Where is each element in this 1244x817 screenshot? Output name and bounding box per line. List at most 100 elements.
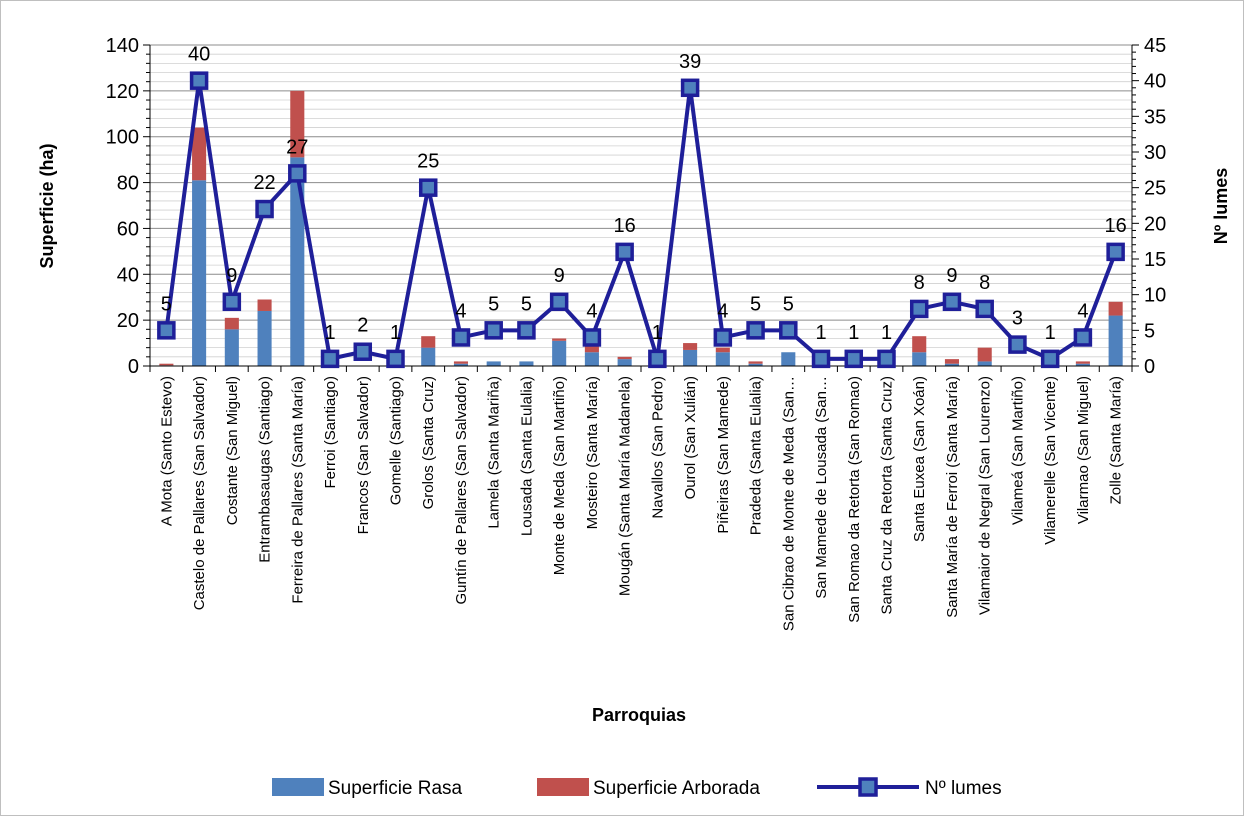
marker-nº-lumes <box>189 71 209 90</box>
category-label: Vilarmao (San Miguel) <box>1075 376 1092 524</box>
y-tick-label: 80 <box>117 173 139 195</box>
data-label-nº-lumes: 1 <box>815 322 826 344</box>
data-label-nº-lumes: 9 <box>946 265 957 287</box>
y2-tick-label: 45 <box>1144 35 1166 57</box>
marker-nº-lumes <box>975 299 994 319</box>
marker-nº-lumes <box>615 242 634 262</box>
marker-nº-lumes <box>713 328 733 347</box>
data-label-nº-lumes: 5 <box>750 293 761 315</box>
marker-nº-lumes <box>909 299 929 319</box>
y-axis-title: Superficie (ha) <box>37 143 57 268</box>
bar-superficie-rasa <box>421 347 436 366</box>
left-axis-ticks: 0 20 40 60 80 100 120 140 <box>106 35 139 378</box>
y2-tick-label: 25 <box>1144 178 1166 200</box>
bar-superficie-rasa <box>617 359 632 366</box>
bar-superficie-rasa <box>584 352 599 366</box>
category-label: Gomelle (Santiago) <box>388 376 405 505</box>
data-label-nº-lumes: 5 <box>521 293 532 315</box>
right-axis-ticks: 0 5 10 15 20 25 30 35 40 45 <box>1144 35 1166 378</box>
bar-superficie-rasa <box>977 361 992 366</box>
category-label: Francos (San Salvador) <box>355 376 372 534</box>
category-label: Mosteiro (Santa María) <box>584 376 601 529</box>
marker-nº-lumes <box>517 321 536 340</box>
bar-superficie-arborada <box>977 347 992 362</box>
bar-superficie-arborada <box>257 299 272 311</box>
data-label-nº-lumes: 1 <box>390 322 401 344</box>
bar-superficie-arborada <box>290 90 305 158</box>
bar-superficie-arborada <box>617 356 632 360</box>
data-label-nº-lumes: 2 <box>357 315 368 337</box>
bar-superficie-arborada <box>453 361 469 364</box>
bar-superficie-arborada <box>584 345 599 353</box>
category-label: Castelo de Pallares (San Salvador) <box>191 376 208 610</box>
category-label: A Mota (Santo Estevo) <box>158 376 175 526</box>
marker-nº-lumes <box>222 292 242 312</box>
y-tick-label: 120 <box>106 81 139 103</box>
x-axis-title: Parroquias <box>592 705 686 725</box>
bar-superficie-arborada <box>192 127 207 181</box>
y2-tick-label: 10 <box>1144 285 1166 307</box>
data-label-nº-lumes: 16 <box>1105 215 1127 237</box>
data-label-nº-lumes: 40 <box>188 44 210 66</box>
bar-superficie-arborada <box>421 336 436 348</box>
data-label-nº-lumes: 8 <box>914 272 925 294</box>
y-tick-label: 100 <box>106 127 139 149</box>
data-label-nº-lumes: 5 <box>488 293 499 315</box>
bar-superficie-rasa <box>453 363 469 366</box>
data-label-nº-lumes: 4 <box>717 300 728 322</box>
category-label: Santa Cruz da Retorta (Santa Cruz) <box>879 376 896 614</box>
bar-superficie-arborada <box>683 343 698 350</box>
marker-nº-lumes <box>1106 242 1125 262</box>
marker-nº-lumes <box>1073 328 1093 347</box>
bar-superficie-rasa <box>1075 363 1090 366</box>
data-label-nº-lumes: 9 <box>226 265 237 287</box>
y-tick-label: 0 <box>128 356 139 378</box>
category-label: Ourol (San Xulián) <box>682 376 699 499</box>
marker-nº-lumes <box>779 321 798 340</box>
bar-superficie-rasa <box>257 310 272 366</box>
y2-axis-title: Nº lumes <box>1211 168 1231 245</box>
bar-superficie-arborada <box>748 361 763 364</box>
data-label-nº-lumes: 5 <box>783 293 794 315</box>
category-label: Zolle (Santa María) <box>1108 376 1125 504</box>
category-label: Mougán (Santa María Madanela) <box>617 376 634 596</box>
legend-swatch-arborada <box>537 778 589 796</box>
bar-superficie-rasa <box>486 361 501 366</box>
category-label: Lousada (Santa Eulalia) <box>518 376 535 536</box>
category-label: Ferroi (Santiago) <box>322 376 339 489</box>
bar-superficie-rasa <box>683 349 698 366</box>
data-label-nº-lumes: 4 <box>586 300 597 322</box>
marker-nº-lumes <box>418 178 438 197</box>
data-label-nº-lumes: 5 <box>161 293 172 315</box>
bar-superficie-rasa <box>748 363 763 366</box>
marker-nº-lumes <box>484 321 503 340</box>
bar-superficie-rasa <box>912 352 927 366</box>
marker-nº-lumes <box>877 349 896 369</box>
category-label: Pradeda (Santa Eulalia) <box>748 376 765 535</box>
category-label: Vilamerelle (San Vicente) <box>1042 376 1059 545</box>
marker-nº-lumes <box>582 328 602 347</box>
data-label-nº-lumes: 8 <box>979 272 990 294</box>
line-nº-lumes <box>164 78 1118 361</box>
marker-nº-lumes <box>320 349 340 369</box>
axes <box>143 44 1139 372</box>
marker-nº-lumes <box>451 328 471 347</box>
bar-superficie-rasa <box>781 352 796 366</box>
y2-tick-label: 20 <box>1144 213 1166 235</box>
y-tick-label: 20 <box>117 310 139 332</box>
marker-nº-lumes <box>549 292 569 312</box>
bar-superficie-rasa <box>224 329 239 366</box>
data-label-nº-lumes: 16 <box>614 215 636 237</box>
marker-nº-lumes <box>288 164 307 183</box>
category-label: Monte de Meda (San Martiño) <box>551 376 568 575</box>
marker-nº-lumes <box>1008 335 1027 354</box>
category-label: Santa Euxea (San Xoán) <box>911 376 928 542</box>
data-label-nº-lumes: 25 <box>417 151 439 173</box>
y-tick-label: 40 <box>117 264 139 286</box>
legend: Superficie Rasa Superficie Arborada Nº l… <box>272 777 1002 799</box>
category-label: San Cibrao de Monte de Meda (San… <box>780 376 797 631</box>
data-label-nº-lumes: 1 <box>1045 322 1056 344</box>
